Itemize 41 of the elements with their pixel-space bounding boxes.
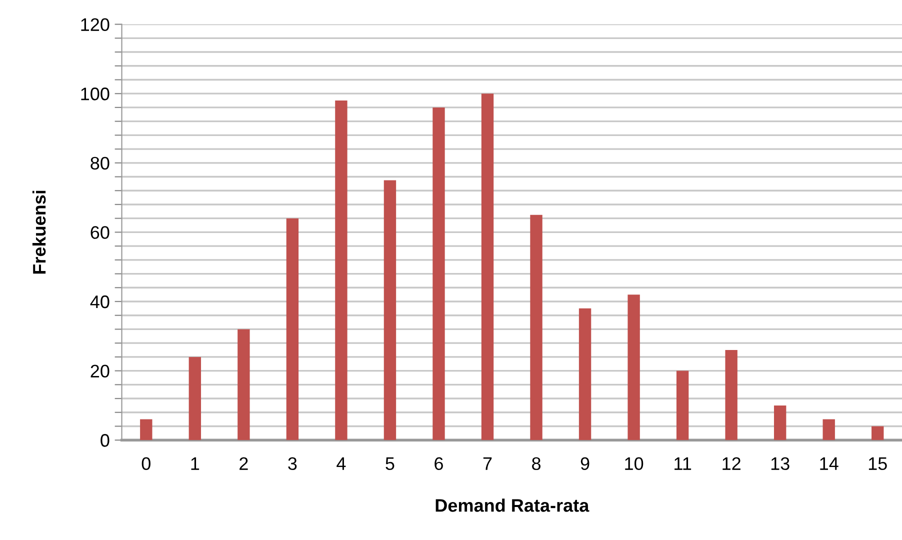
y-tick-label: 100: [81, 88, 110, 100]
x-tick-label: 1: [191, 457, 200, 470]
x-tick-label: 7: [483, 457, 492, 470]
x-tick-label: 8: [532, 457, 541, 470]
x-tick-label: 12: [722, 457, 740, 470]
bar: [774, 405, 786, 440]
bar: [530, 214, 542, 440]
y-tick-label: 0: [100, 434, 110, 447]
bar: [628, 294, 640, 440]
bar: [335, 100, 348, 440]
x-tick-label: 3: [288, 457, 297, 470]
y-tick-label: 120: [81, 18, 110, 32]
y-tick-label: 20: [90, 364, 110, 378]
bar: [872, 426, 884, 440]
x-tick-label: 13: [771, 457, 790, 470]
y-tick-label: 40: [90, 295, 110, 308]
y-tick-label: 80: [90, 156, 110, 170]
bar: [238, 329, 250, 440]
bar: [188, 356, 202, 440]
bar: [481, 94, 494, 440]
bar: [384, 180, 396, 440]
x-tick-label: 6: [434, 457, 443, 470]
x-tick-label: 0: [142, 457, 150, 470]
bar: [676, 370, 689, 440]
x-tick-label: 4: [336, 457, 346, 470]
bar: [140, 419, 152, 440]
bar: [822, 419, 835, 440]
y-axis-title: Frekuensi: [32, 190, 46, 274]
bar: [432, 107, 445, 440]
bar: [725, 350, 738, 440]
x-tick-label: 9: [580, 457, 590, 470]
x-tick-label: 14: [820, 457, 838, 470]
x-tick-label: 11: [674, 457, 692, 470]
bar: [578, 308, 592, 440]
x-tick-label: 15: [868, 457, 887, 470]
y-tick-label: 60: [90, 226, 110, 239]
x-tick-label: 2: [240, 457, 248, 470]
x-tick-label: 10: [625, 457, 644, 470]
x-axis-title: Demand Rata-rata: [436, 498, 590, 512]
x-tick-label: 5: [386, 457, 394, 470]
bar: [286, 218, 299, 440]
